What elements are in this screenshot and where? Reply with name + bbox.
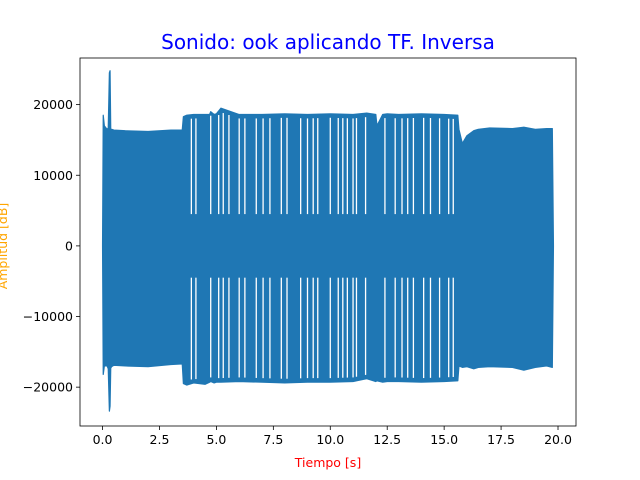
series-0-signal — [101, 70, 555, 412]
plot-area — [79, 57, 577, 427]
y-tick-label-2: 0 — [65, 238, 73, 253]
x-axis-label: Tiempo [s] — [294, 455, 361, 470]
x-tick-label-1: 2.5 — [150, 432, 170, 447]
y-axis-label: Amplitud [dB] — [0, 203, 10, 290]
y-tick-label-3: 10000 — [33, 168, 73, 183]
x-tick-label-2: 5.0 — [206, 432, 226, 447]
x-tick-label-8: 20.0 — [544, 432, 572, 447]
x-tick-label-0: 0.0 — [93, 432, 113, 447]
x-tick-label-5: 12.5 — [373, 432, 401, 447]
x-tick-label-6: 15.0 — [430, 432, 458, 447]
y-tick-label-0: −20000 — [23, 380, 73, 395]
y-tick-label-1: −10000 — [23, 309, 73, 324]
x-axis: 0.0 2.5 5.0 7.5 10.0 12.5 15.0 17.5 20.0 — [93, 426, 572, 447]
x-tick-label-7: 17.5 — [487, 432, 515, 447]
y-tick-label-4: 20000 — [33, 97, 73, 112]
x-tick-label-4: 10.0 — [316, 432, 344, 447]
chart-title: Sonido: ook aplicando TF. Inversa — [161, 30, 495, 54]
axes-frame — [79, 57, 577, 427]
x-tick-label-3: 7.5 — [263, 432, 283, 447]
y-axis: −20000 −10000 0 10000 20000 — [23, 97, 80, 395]
